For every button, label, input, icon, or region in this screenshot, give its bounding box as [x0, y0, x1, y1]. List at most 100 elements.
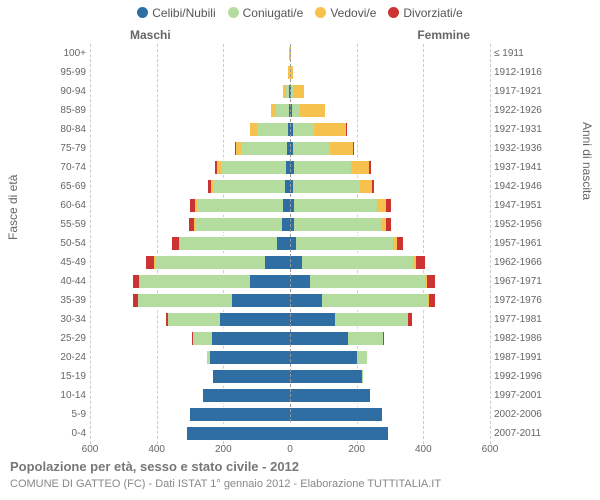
seg-celibi	[265, 255, 290, 270]
seg-celibi	[290, 255, 302, 270]
legend-swatch	[315, 7, 326, 18]
birth-label: 1942-1946	[490, 181, 550, 192]
seg-divorziati	[429, 293, 435, 308]
seg-celibi	[290, 293, 322, 308]
yaxis-left-label: Fasce di età	[6, 175, 20, 240]
age-row: 65-69 1942-1946	[50, 177, 550, 196]
seg-celibi	[290, 331, 348, 346]
age-label: 60-64	[50, 200, 90, 211]
female-bar	[290, 65, 490, 80]
seg-coniugati	[310, 274, 425, 289]
age-row: 30-341977-1981	[50, 310, 550, 329]
female-bar	[290, 350, 490, 365]
age-label: 25-29	[50, 333, 90, 344]
male-bar	[90, 217, 290, 232]
birth-label: 1947-1951	[490, 200, 550, 211]
female-bar	[290, 369, 490, 384]
age-row: 90-941917-1921	[50, 82, 550, 101]
label-female: Femmine	[417, 28, 470, 42]
seg-coniugati	[293, 179, 360, 194]
female-bar	[290, 198, 490, 213]
male-bar	[90, 84, 290, 99]
seg-vedovi	[293, 84, 305, 99]
seg-celibi	[187, 426, 290, 441]
birth-label: 2002-2006	[490, 409, 550, 420]
male-bar	[90, 388, 290, 403]
seg-coniugati	[322, 293, 429, 308]
seg-celibi	[212, 331, 290, 346]
legend: Celibi/NubiliConiugati/eVedovi/eDivorzia…	[0, 6, 600, 20]
seg-coniugati	[138, 293, 231, 308]
male-bar	[90, 179, 290, 194]
seg-coniugati	[292, 103, 300, 118]
birth-label: 1922-1926	[490, 105, 550, 116]
birth-label: 1972-1976	[490, 295, 550, 306]
birth-label: 1962-1966	[490, 257, 550, 268]
female-bar	[290, 141, 490, 156]
seg-divorziati	[408, 312, 411, 327]
seg-celibi	[283, 198, 290, 213]
seg-coniugati	[193, 331, 211, 346]
seg-divorziati	[386, 198, 391, 213]
age-label: 90-94	[50, 86, 90, 97]
age-label: 75-79	[50, 143, 90, 154]
seg-divorziati	[416, 255, 425, 270]
female-bar	[290, 160, 490, 175]
chart-subtitle: COMUNE DI GATTEO (FC) - Dati ISTAT 1° ge…	[10, 478, 441, 490]
seg-coniugati	[348, 331, 383, 346]
age-label: 95-99	[50, 67, 90, 78]
seg-divorziati	[397, 236, 404, 251]
age-label: 45-49	[50, 257, 90, 268]
seg-celibi	[290, 274, 310, 289]
age-label: 15-19	[50, 371, 90, 382]
pyramid-chart: Celibi/NubiliConiugati/eVedovi/eDivorzia…	[0, 0, 600, 500]
seg-coniugati	[335, 312, 408, 327]
seg-coniugati	[362, 369, 363, 384]
age-row: 5-92002-2006	[50, 405, 550, 424]
seg-celibi	[190, 407, 290, 422]
legend-swatch	[228, 7, 239, 18]
seg-celibi	[290, 369, 362, 384]
center-line	[290, 44, 291, 422]
seg-divorziati	[372, 179, 375, 194]
age-label: 70-74	[50, 162, 90, 173]
x-tick: 200	[215, 444, 232, 455]
birth-label: 1912-1916	[490, 67, 550, 78]
female-bar	[290, 236, 490, 251]
yaxis-right-label: Anni di nascita	[580, 122, 594, 200]
birth-label: 1952-1956	[490, 219, 550, 230]
seg-coniugati	[276, 103, 289, 118]
male-bar	[90, 255, 290, 270]
male-bar	[90, 350, 290, 365]
female-bar	[290, 179, 490, 194]
chart-title: Popolazione per età, sesso e stato civil…	[10, 459, 299, 474]
seg-divorziati	[386, 217, 391, 232]
seg-vedovi	[377, 198, 385, 213]
seg-divorziati	[427, 274, 435, 289]
male-bar	[90, 274, 290, 289]
age-row: 20-241987-1991	[50, 348, 550, 367]
seg-vedovi	[330, 141, 353, 156]
rows: 100+≤ 191195-991912-191690-941917-192185…	[50, 44, 550, 443]
age-label: 65-69	[50, 181, 90, 192]
seg-celibi	[213, 369, 290, 384]
seg-celibi	[290, 388, 370, 403]
seg-celibi	[290, 426, 388, 441]
age-label: 20-24	[50, 352, 90, 363]
seg-divorziati	[383, 331, 384, 346]
seg-coniugati	[294, 217, 381, 232]
male-bar	[90, 426, 290, 441]
birth-label: ≤ 1911	[490, 48, 550, 59]
age-row: 80-841927-1931	[50, 120, 550, 139]
age-label: 85-89	[50, 105, 90, 116]
male-bar	[90, 312, 290, 327]
age-row: 45-49 1962-1966	[50, 253, 550, 272]
male-bar	[90, 141, 290, 156]
age-label: 55-59	[50, 219, 90, 230]
female-bar	[290, 46, 490, 61]
x-tick: 600	[482, 444, 499, 455]
male-bar	[90, 293, 290, 308]
chart-area: 100+≤ 191195-991912-191690-941917-192185…	[50, 44, 550, 444]
female-bar	[290, 84, 490, 99]
age-row: 40-441967-1971	[50, 272, 550, 291]
